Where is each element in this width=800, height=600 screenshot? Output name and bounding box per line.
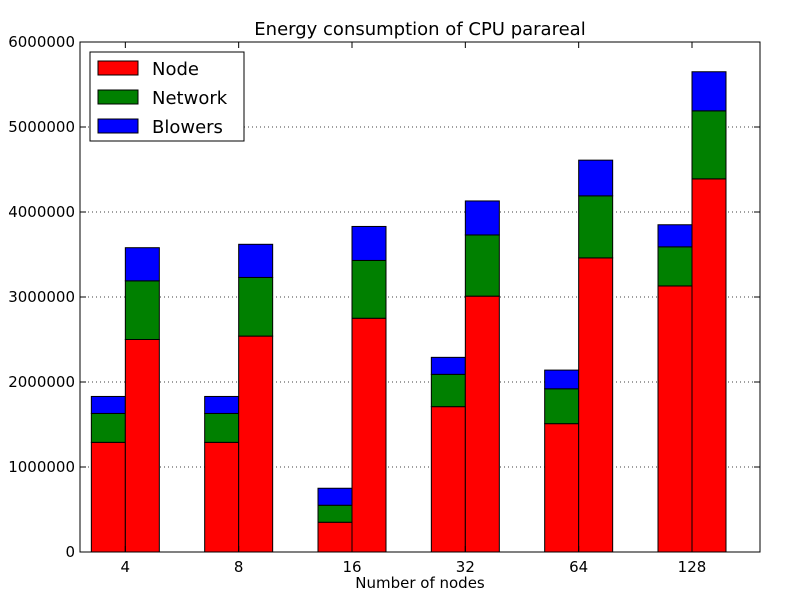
bar-segment-blowers <box>90 395 126 414</box>
y-tick-label: 5000000 <box>8 118 75 136</box>
bar-segment-network <box>691 110 727 180</box>
bar-segment-node <box>124 339 160 553</box>
y-tick-label: 1000000 <box>8 458 75 476</box>
bar-segment-network <box>90 412 126 443</box>
bar-segment-network <box>238 276 274 337</box>
bar-segment-node <box>204 441 240 553</box>
x-axis-label: Number of nodes <box>355 574 485 592</box>
bar-segment-network <box>317 504 353 523</box>
gridlines <box>80 126 760 468</box>
bar-segment-network <box>464 234 500 297</box>
x-tick-label: 128 <box>678 558 707 576</box>
bar-segment-node <box>90 441 126 553</box>
bar-segment-blowers <box>691 71 727 112</box>
bar-segment-node <box>578 257 614 553</box>
bar-segment-blowers <box>204 395 240 414</box>
bar-segment-node <box>544 423 580 553</box>
x-tick-label: 64 <box>569 558 588 576</box>
bar-segment-blowers <box>657 224 693 248</box>
bar-segment-node <box>238 335 274 553</box>
bar-segment-network <box>657 246 693 287</box>
y-tick-label: 2000000 <box>8 373 75 391</box>
bar-segment-network <box>544 388 580 425</box>
x-axis-ticks: 4 8 16 32 64 128 <box>121 42 707 576</box>
bars <box>90 71 727 553</box>
bar-segment-node <box>691 178 727 553</box>
bar-segment-node <box>317 521 353 553</box>
chart-title: Energy consumption of CPU parareal <box>254 19 585 40</box>
bar-segment-blowers <box>578 159 614 197</box>
bar-segment-blowers <box>464 200 500 236</box>
bar-segment-network <box>124 280 160 341</box>
x-tick-label: 16 <box>342 558 361 576</box>
bar-segment-blowers <box>351 225 387 261</box>
plot-frame <box>79 41 761 553</box>
bar-segment-network <box>351 259 387 319</box>
legend-label-node: Node <box>152 59 199 80</box>
y-tick-label: 0 <box>65 543 75 561</box>
bar-segment-node <box>464 295 500 553</box>
bar-segment-node <box>351 317 387 553</box>
bar-segment-network <box>430 373 466 408</box>
bar-segment-network <box>578 195 614 259</box>
bar-segment-node <box>657 285 693 553</box>
bar-segment-network <box>204 412 240 443</box>
legend-swatch-node <box>97 60 139 76</box>
x-tick-label: 8 <box>234 558 244 576</box>
bar-segment-blowers <box>124 247 160 282</box>
bar-segment-node <box>430 406 466 553</box>
bar-segment-blowers <box>238 243 274 278</box>
bar-segment-blowers <box>317 487 353 506</box>
bar-segment-blowers <box>544 369 580 390</box>
x-tick-label: 4 <box>121 558 131 576</box>
y-tick-label: 6000000 <box>8 33 75 51</box>
y-tick-label: 3000000 <box>8 288 75 306</box>
bar-segment-blowers <box>430 356 466 375</box>
legend-swatch-network <box>97 89 139 105</box>
x-tick-label: 32 <box>456 558 475 576</box>
y-axis-ticks: 0 1000000 2000000 3000000 4000000 5000000 6000… <box>8 33 760 561</box>
legend-label-blowers: Blowers <box>152 117 223 138</box>
legend: Node Network Blowers <box>89 51 245 142</box>
legend-swatch-blowers <box>97 118 139 134</box>
legend-label-network: Network <box>152 88 228 109</box>
y-tick-label: 4000000 <box>8 203 75 221</box>
